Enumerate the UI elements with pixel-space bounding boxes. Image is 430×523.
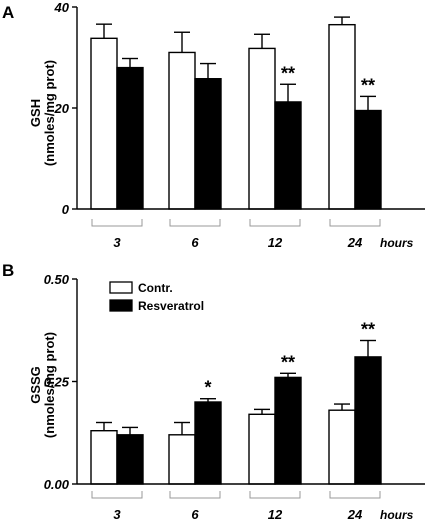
bar [274,376,302,485]
y-tick-label: 0.50 [44,272,70,287]
category-bracket [91,491,143,499]
significance-mark: ** [361,75,375,95]
legend-label-contr: Contr. [138,281,173,295]
bar [354,109,382,210]
bar [116,434,144,485]
x-tick-label: 12 [268,235,283,250]
bar [274,101,302,210]
category-bracket [91,219,143,227]
panel-a-x-ticks: 3 6 12 24 [91,219,381,250]
bar [90,430,118,485]
legend: Contr. Resveratrol [109,281,204,313]
y-tick-label: 0 [62,202,70,217]
category-bracket [169,491,221,499]
y-tick-label: 0.25 [44,375,70,390]
y-tick-label: 20 [54,101,70,116]
bar [116,66,144,210]
significance-mark: ** [361,320,375,340]
panel-b-ylabel-line1: GSSG [28,366,43,404]
panel-b-x-ticks: 3 6 12 24 [91,491,381,522]
y-tick-label: 40 [54,0,70,15]
x-tick-label: 3 [113,235,121,250]
category-bracket [169,219,221,227]
bar [354,356,382,485]
x-tick-label: 6 [191,235,199,250]
bar [328,409,356,485]
y-tick-label: 0.00 [44,477,70,492]
x-tick-label: 24 [347,235,363,250]
panel-b-bars: ***** [90,320,382,485]
x-tick-label: 24 [347,507,363,522]
bar [248,47,276,210]
panel-a-label: A [2,3,14,22]
panel-b: B GSSG (nmoles/mg prot) 0.000.250.50 ***… [2,261,425,522]
bar [328,23,356,210]
panel-b-label: B [2,261,14,280]
significance-mark: ** [281,352,295,372]
category-bracket [329,491,381,499]
x-tick-label: 12 [268,507,283,522]
bar [168,434,196,485]
category-bracket [249,491,301,499]
panel-a-ylabel-line1: GSH [28,99,43,127]
significance-mark: ** [281,63,295,83]
panel-a-x-unit: hours [380,236,414,250]
bar [168,51,196,210]
x-tick-label: 6 [191,507,199,522]
bar [90,37,118,210]
legend-label-resveratrol: Resveratrol [138,299,204,313]
legend-swatch-contr [109,281,133,294]
category-bracket [329,219,381,227]
bar [248,413,276,485]
panel-a-bars: ** ** [90,16,382,210]
panel-b-y-ticks: 0.00 0.25 0.50 [44,272,77,492]
panel-a-axes [76,7,425,210]
panel-a-y-ticks: 0 20 40 [54,0,77,217]
bar [194,78,222,210]
x-tick-label: 3 [113,507,121,522]
panel-b-ylabel-line2: (nmoles/mg prot) [42,332,57,438]
category-bracket [249,219,301,227]
legend-swatch-resveratrol [109,299,133,312]
panel-b-x-unit: hours [380,508,414,522]
bar [194,401,222,485]
significance-mark: * [204,378,211,398]
panel-b-axes [76,279,425,485]
panel-a-ylabel-line2: (nmoles/mg prot) [42,60,57,166]
panel-a: A GSH (nmoles/mg prot) 0 20 40 ** ** 3 6 12 24… [2,0,425,250]
